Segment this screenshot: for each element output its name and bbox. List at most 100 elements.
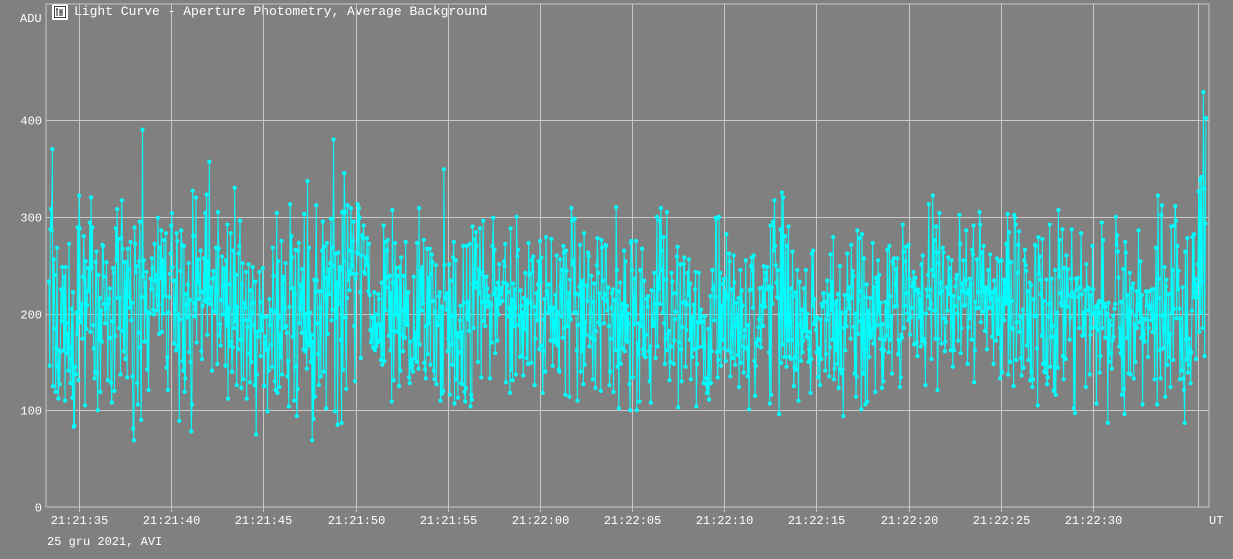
data-point — [223, 363, 228, 368]
data-point — [90, 225, 95, 230]
y-tick-label: 0 — [35, 502, 42, 516]
data-point — [1021, 365, 1026, 370]
data-point — [738, 360, 744, 365]
data-point — [1170, 267, 1175, 273]
data-point — [330, 307, 335, 312]
data-point — [309, 332, 314, 337]
data-point — [388, 291, 394, 296]
data-point — [963, 278, 968, 283]
data-point — [951, 294, 956, 299]
data-point — [99, 339, 104, 344]
data-point — [323, 294, 328, 300]
data-point — [655, 344, 660, 349]
data-point — [146, 387, 151, 393]
data-point — [1167, 354, 1172, 360]
data-point — [68, 381, 73, 386]
data-point — [1087, 286, 1092, 291]
data-point — [837, 326, 842, 332]
data-point — [137, 259, 142, 264]
data-point — [494, 297, 499, 303]
data-point — [372, 348, 378, 353]
data-point — [563, 248, 569, 253]
data-point — [269, 342, 274, 347]
data-point — [335, 422, 340, 427]
data-point — [491, 215, 496, 220]
data-point — [696, 270, 702, 276]
data-point — [841, 413, 846, 419]
data-point — [326, 266, 331, 272]
data-point — [873, 275, 879, 280]
data-point — [81, 234, 86, 239]
data-point — [203, 210, 208, 216]
data-point — [414, 359, 419, 364]
x-tick-label: 21:22:05 — [604, 514, 662, 528]
data-point — [264, 314, 269, 319]
data-point — [812, 296, 817, 302]
data-point — [1015, 270, 1020, 276]
data-point — [610, 291, 615, 296]
data-point — [610, 287, 615, 292]
data-point — [770, 301, 775, 306]
data-point — [523, 301, 529, 306]
app-icon-glyph — [54, 6, 66, 18]
data-point — [998, 346, 1004, 351]
data-point — [564, 268, 569, 274]
data-point — [541, 317, 547, 322]
data-point — [924, 311, 929, 316]
data-point — [304, 366, 309, 371]
data-point — [189, 429, 194, 434]
data-point — [148, 276, 153, 281]
data-point — [670, 279, 675, 284]
data-point — [1057, 237, 1062, 243]
light-curve-app-icon[interactable] — [52, 4, 68, 20]
data-point — [1042, 370, 1048, 375]
data-point — [54, 245, 60, 250]
data-point — [355, 202, 360, 207]
data-point — [187, 297, 193, 303]
data-point — [422, 360, 427, 365]
data-point — [837, 264, 843, 269]
data-point — [678, 262, 683, 267]
data-point — [237, 218, 243, 223]
data-point — [217, 333, 222, 338]
data-point — [1012, 215, 1018, 220]
data-point — [228, 231, 233, 236]
data-point — [977, 209, 982, 215]
data-point — [634, 238, 639, 244]
data-point — [1054, 340, 1059, 345]
data-point — [412, 355, 418, 361]
data-point — [1136, 228, 1141, 233]
data-point — [557, 369, 562, 374]
data-point — [1080, 310, 1086, 315]
data-point — [373, 312, 378, 317]
data-point — [944, 285, 949, 290]
data-point — [1011, 383, 1016, 389]
data-point — [988, 252, 993, 257]
data-point — [994, 338, 999, 343]
data-point — [61, 348, 66, 353]
data-point — [1134, 289, 1139, 294]
data-point — [124, 260, 129, 265]
data-point — [833, 348, 839, 353]
data-point — [996, 296, 1002, 302]
data-point — [125, 246, 130, 251]
data-point — [1178, 316, 1183, 321]
data-point — [127, 294, 132, 299]
data-point — [861, 371, 866, 376]
data-point — [602, 292, 607, 297]
data-point — [671, 361, 676, 366]
data-point — [402, 307, 407, 312]
data-point — [101, 274, 106, 279]
data-point — [643, 354, 648, 360]
data-point — [869, 331, 874, 336]
data-point — [260, 265, 265, 271]
data-point — [824, 318, 829, 323]
data-point — [1052, 387, 1057, 393]
data-point — [475, 280, 480, 285]
data-point — [450, 362, 455, 367]
data-point — [618, 280, 623, 285]
data-point — [73, 372, 78, 377]
data-point — [144, 269, 149, 275]
data-point — [888, 337, 893, 342]
